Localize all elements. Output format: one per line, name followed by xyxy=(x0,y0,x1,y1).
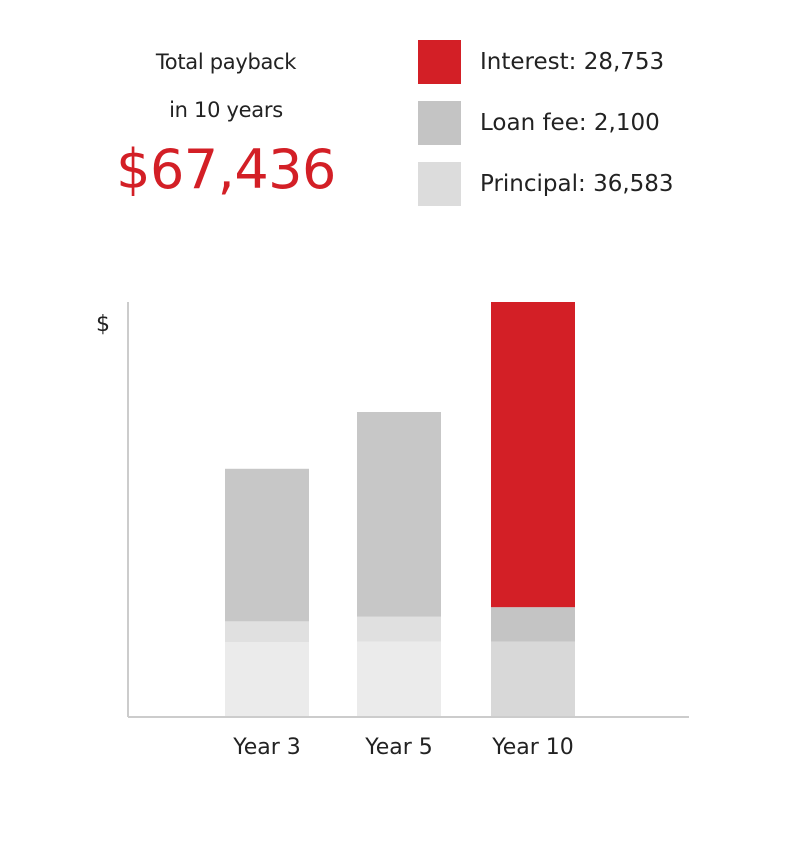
y-axis-label: $ xyxy=(96,312,110,337)
x-tick-label: Year 3 xyxy=(232,735,301,760)
x-tick-label: Year 5 xyxy=(364,735,433,760)
legend-item-principal: Principal: 36,583 xyxy=(418,162,738,206)
bar-year-5-interest xyxy=(357,412,441,617)
bar-group xyxy=(225,302,575,716)
x-tick-label: Year 10 xyxy=(491,735,574,760)
legend-item-interest: Interest: 28,753 xyxy=(418,40,738,84)
bar-year-3-interest xyxy=(225,468,309,622)
bar-year-10-principal xyxy=(491,641,575,716)
total-payback-amount: $67,436 xyxy=(116,138,336,201)
legend-swatch-interest xyxy=(418,40,461,84)
bar-year-10-loan-fee xyxy=(491,607,575,642)
bar-year-5-principal xyxy=(357,641,441,716)
x-tick-labels: Year 3 Year 5 Year 10 xyxy=(232,735,574,760)
bar-year-5-loan-fee xyxy=(357,616,441,642)
legend: Interest: 28,753 Loan fee: 2,100 Princip… xyxy=(418,40,738,223)
summary-line-1: Total payback xyxy=(155,50,297,74)
summary-line-2: in 10 years xyxy=(169,98,283,122)
legend-label-interest: Interest: 28,753 xyxy=(480,49,665,75)
bar-year-3-principal xyxy=(225,642,309,716)
legend-label-loan-fee: Loan fee: 2,100 xyxy=(480,110,660,136)
bar-year-3-loan-fee xyxy=(225,621,309,643)
legend-swatch-principal xyxy=(418,162,461,206)
bar-year-10-interest xyxy=(491,302,575,608)
legend-item-loan-fee: Loan fee: 2,100 xyxy=(418,101,738,145)
legend-label-principal: Principal: 36,583 xyxy=(480,171,674,197)
legend-swatch-loan-fee xyxy=(418,101,461,145)
